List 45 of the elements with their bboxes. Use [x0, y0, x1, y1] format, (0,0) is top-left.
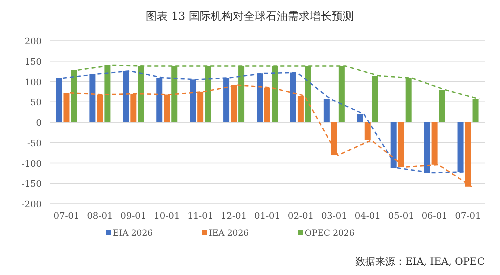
- x-tick-label: 12-01: [221, 212, 248, 222]
- bar: [156, 78, 163, 122]
- bar: [130, 94, 137, 122]
- y-tick-label: 0: [36, 119, 42, 129]
- bar: [364, 122, 371, 140]
- x-tick-label: 05-01: [388, 212, 414, 222]
- y-tick-label: 50: [30, 98, 42, 109]
- x-tick-label: 10-01: [154, 212, 180, 222]
- bar: [224, 78, 230, 122]
- x-tick-label: 07-01: [455, 212, 482, 222]
- chart-title: 图表 13 国际机构对全球石油需求增长预测: [146, 10, 354, 23]
- x-tick-label: 09-01: [120, 212, 147, 222]
- x-tick-label: 06-01: [422, 212, 448, 222]
- y-tick-label: 150: [24, 58, 42, 68]
- x-tick-label: 08-01: [87, 212, 114, 222]
- bar: [198, 92, 204, 122]
- bar: [298, 96, 304, 122]
- legend-label: IEA 2026: [209, 229, 250, 239]
- bar: [324, 99, 330, 122]
- bar: [90, 74, 96, 122]
- y-tick-label: -100: [22, 160, 42, 170]
- x-tick-label: 04-01: [354, 212, 381, 222]
- bar: [432, 122, 438, 165]
- bar: [97, 94, 104, 122]
- x-tick-label: 03-01: [321, 212, 348, 222]
- legend-label: OPEC 2026: [305, 229, 355, 239]
- y-tick-label: -200: [22, 200, 42, 210]
- source-note: 数据来源：EIA, IEA, OPEC: [355, 256, 486, 268]
- legend-label: EIA 2026: [113, 229, 154, 239]
- bar: [264, 88, 270, 122]
- y-tick-label: 200: [24, 38, 42, 48]
- bar: [357, 114, 364, 122]
- y-tick-label: 100: [24, 78, 42, 88]
- bar: [257, 74, 263, 122]
- bar: [190, 80, 196, 122]
- bar: [390, 122, 397, 168]
- bar: [164, 94, 170, 122]
- y-tick-label: -50: [28, 139, 42, 150]
- x-tick-label: 02-01: [288, 212, 314, 222]
- x-tick-label: 11-01: [188, 212, 214, 222]
- bar: [331, 122, 338, 156]
- bar: [398, 122, 404, 168]
- y-tick-label: -150: [22, 180, 42, 190]
- x-tick-label: 01-01: [254, 212, 280, 222]
- x-tick-label: 07-01: [54, 212, 80, 222]
